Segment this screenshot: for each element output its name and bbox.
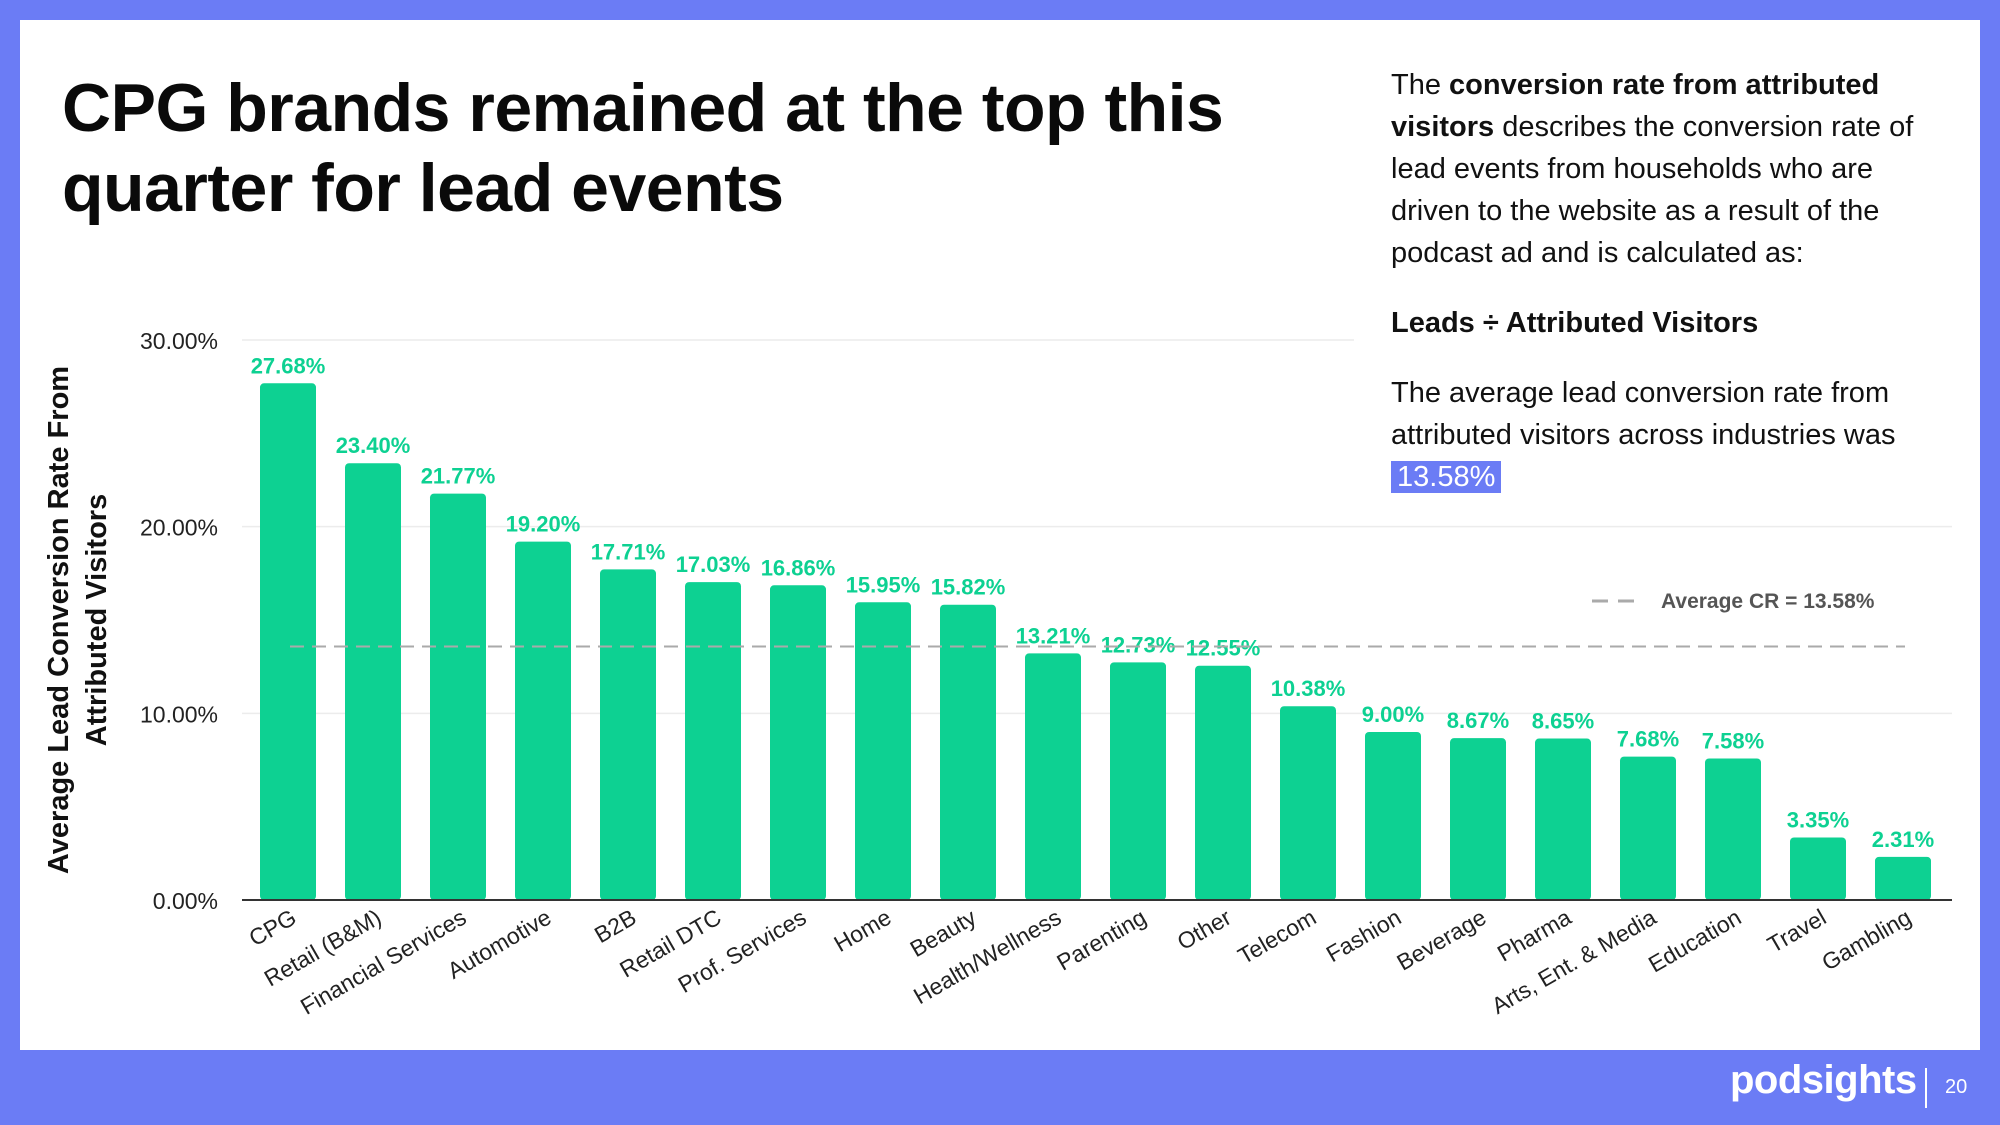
bar	[600, 569, 656, 900]
data-label: 16.86%	[761, 555, 836, 580]
y-tick-label: 20.00%	[140, 515, 218, 541]
definition-prefix: The	[1391, 69, 1450, 101]
data-label: 12.55%	[1186, 636, 1261, 661]
category-label: Parenting	[1052, 904, 1150, 976]
data-label: 21.77%	[421, 464, 496, 489]
bar	[1365, 732, 1421, 900]
data-label: 17.71%	[591, 539, 666, 564]
bar	[345, 463, 401, 900]
podsights-logo: podsights	[1730, 1058, 1917, 1102]
bar	[770, 585, 826, 900]
bar	[1025, 653, 1081, 900]
y-tick-label: 0.00%	[153, 888, 218, 914]
category-label: Other	[1173, 904, 1236, 955]
bar	[685, 582, 741, 900]
page-number: 20	[1945, 1076, 1968, 1098]
data-label: 8.65%	[1532, 709, 1594, 734]
bar	[1875, 856, 1931, 900]
definition-paragraph: The conversion rate from attributed visi…	[1391, 64, 1951, 274]
data-label: 7.58%	[1702, 729, 1764, 754]
data-label: 10.38%	[1271, 676, 1346, 701]
y-tick-label: 10.00%	[140, 701, 218, 727]
category-label: Beverage	[1392, 904, 1490, 976]
data-label: 27.68%	[251, 353, 326, 378]
bar	[1195, 665, 1251, 900]
slide-title: CPG brands remained at the top this quar…	[62, 70, 1224, 226]
bar	[1450, 738, 1506, 900]
bar	[515, 541, 571, 900]
y-tick-label: 30.00%	[140, 328, 218, 354]
category-label: Travel	[1763, 904, 1831, 958]
category-label: CPG	[244, 904, 300, 951]
bar	[260, 383, 316, 901]
y-axis-title: Average Lead Conversion Rate From Attribu…	[43, 366, 113, 874]
category-label: B2B	[590, 904, 641, 948]
data-label: 13.21%	[1016, 623, 1091, 648]
legend-label: Average CR = 13.58%	[1661, 590, 1875, 613]
average-text: The average lead conversion rate from at…	[1391, 377, 1896, 451]
bar	[855, 602, 911, 900]
bar	[1280, 706, 1336, 900]
category-label: Fashion	[1322, 904, 1406, 967]
data-label: 2.31%	[1872, 827, 1934, 852]
bar	[940, 604, 996, 900]
data-label: 7.68%	[1617, 727, 1679, 752]
data-label: 15.95%	[846, 572, 921, 597]
data-label: 12.73%	[1101, 632, 1176, 657]
data-label: 19.20%	[506, 512, 581, 537]
data-label: 15.82%	[931, 575, 1006, 600]
category-label: Education	[1644, 904, 1746, 978]
bar	[1790, 837, 1846, 900]
category-label: Telecom	[1233, 904, 1320, 969]
bar	[1110, 662, 1166, 900]
footer-divider	[1925, 1068, 1927, 1108]
category-label: Home	[829, 904, 895, 957]
data-label: 17.03%	[676, 552, 751, 577]
category-label: Gambling	[1817, 904, 1915, 976]
average-paragraph: The average lead conversion rate from at…	[1391, 372, 1951, 498]
definition-term: conversion rate from attributed visitors	[1391, 69, 1880, 143]
definition-text: describes the conversion rate of lead ev…	[1391, 111, 1914, 269]
bar	[430, 493, 486, 900]
data-label: 23.40%	[336, 433, 411, 458]
category-label: Health/Wellness	[909, 904, 1066, 1009]
data-label: 3.35%	[1787, 807, 1849, 832]
data-label: 9.00%	[1362, 702, 1424, 727]
bar	[1705, 758, 1761, 900]
formula-text: Leads ÷ Attributed Visitors	[1391, 307, 1759, 339]
explanation-panel: The conversion rate from attributed visi…	[1391, 64, 1951, 526]
average-highlight: 13.58%	[1391, 461, 1502, 493]
data-label: 8.67%	[1447, 708, 1509, 733]
bar	[1620, 756, 1676, 900]
bar	[1535, 738, 1591, 900]
